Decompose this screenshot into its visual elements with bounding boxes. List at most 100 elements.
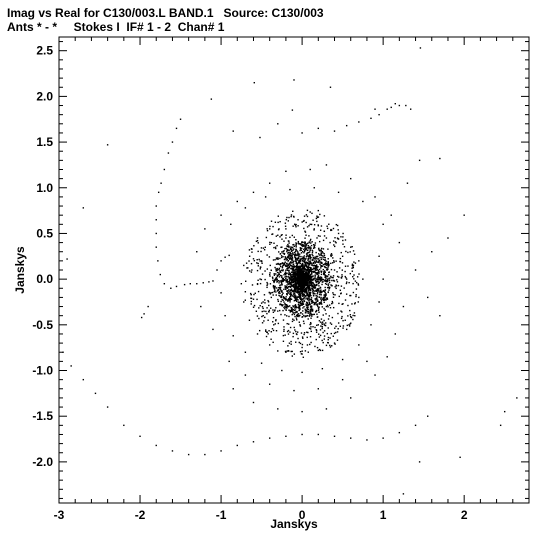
data-point	[308, 270, 311, 272]
data-point	[318, 320, 321, 322]
data-point	[159, 273, 161, 276]
data-point	[309, 282, 311, 285]
data-point	[315, 289, 317, 291]
x-tick-label: -1	[216, 508, 227, 522]
data-point	[316, 289, 318, 292]
data-point	[313, 277, 316, 279]
data-point	[248, 249, 251, 251]
data-point	[287, 252, 289, 254]
data-point	[283, 264, 285, 266]
data-point	[324, 296, 326, 298]
data-point	[285, 218, 288, 221]
data-point	[348, 324, 350, 326]
data-point	[307, 265, 309, 268]
data-point	[302, 258, 305, 260]
x-axis-title: Janskys	[270, 517, 318, 531]
data-point	[290, 306, 292, 309]
data-point	[302, 245, 305, 247]
data-point	[66, 258, 68, 260]
data-point	[330, 228, 332, 231]
data-point	[288, 273, 290, 276]
data-point	[278, 263, 280, 265]
data-point	[499, 424, 502, 427]
data-point	[320, 318, 323, 320]
data-point	[307, 272, 310, 274]
data-point	[275, 294, 277, 296]
data-point	[281, 251, 283, 253]
data-point	[307, 312, 309, 314]
data-point	[340, 277, 343, 279]
data-point	[316, 215, 318, 217]
data-point	[300, 287, 302, 289]
data-point	[299, 247, 302, 249]
data-point	[259, 304, 261, 307]
data-point	[275, 273, 277, 275]
data-point	[290, 271, 293, 273]
data-point	[301, 242, 303, 244]
data-point	[328, 286, 330, 289]
data-point	[305, 214, 308, 216]
data-point	[325, 299, 327, 301]
data-point	[290, 246, 292, 248]
data-point	[294, 269, 296, 272]
data-point	[275, 307, 277, 309]
data-point	[287, 300, 289, 302]
data-point	[327, 318, 330, 320]
data-point	[317, 216, 320, 218]
data-point	[292, 290, 295, 293]
data-point	[267, 311, 270, 313]
data-point	[314, 280, 317, 282]
data-point	[292, 306, 295, 308]
data-point	[283, 288, 285, 291]
data-point	[259, 268, 261, 270]
data-point	[337, 229, 339, 231]
data-point	[285, 306, 288, 308]
data-point	[305, 276, 307, 278]
data-point	[250, 300, 253, 303]
data-point	[307, 305, 309, 307]
data-point	[290, 250, 293, 252]
data-point	[265, 329, 267, 331]
data-point	[264, 316, 266, 319]
data-point	[294, 290, 296, 292]
data-point	[414, 424, 417, 427]
data-point	[274, 323, 276, 325]
data-point	[253, 293, 255, 296]
data-point	[298, 321, 301, 323]
data-point	[287, 282, 289, 284]
data-point	[315, 283, 318, 286]
data-point	[264, 278, 266, 281]
data-point	[250, 303, 252, 305]
data-point	[299, 287, 301, 290]
data-point	[290, 214, 293, 216]
data-point	[307, 274, 310, 276]
data-point	[155, 444, 157, 447]
data-point	[280, 246, 282, 249]
data-point	[325, 293, 327, 295]
data-point	[320, 225, 323, 227]
data-point	[303, 265, 306, 268]
data-point	[342, 303, 344, 305]
data-point	[321, 265, 323, 268]
data-point	[343, 246, 346, 248]
data-point	[320, 276, 323, 279]
data-point	[281, 276, 283, 279]
data-point	[139, 435, 141, 437]
data-point	[414, 269, 417, 271]
data-point	[279, 265, 282, 268]
data-point	[342, 325, 345, 327]
data-point	[311, 253, 313, 256]
data-point	[303, 297, 305, 300]
data-point	[312, 275, 314, 277]
data-point	[300, 274, 302, 277]
data-point	[274, 285, 276, 288]
data-point	[295, 300, 298, 303]
data-point	[287, 283, 289, 285]
data-point	[274, 266, 276, 269]
data-point	[320, 298, 322, 300]
data-point	[303, 251, 305, 254]
data-point	[329, 277, 331, 279]
data-point	[301, 272, 303, 274]
data-point	[344, 265, 347, 267]
data-point	[374, 374, 376, 376]
